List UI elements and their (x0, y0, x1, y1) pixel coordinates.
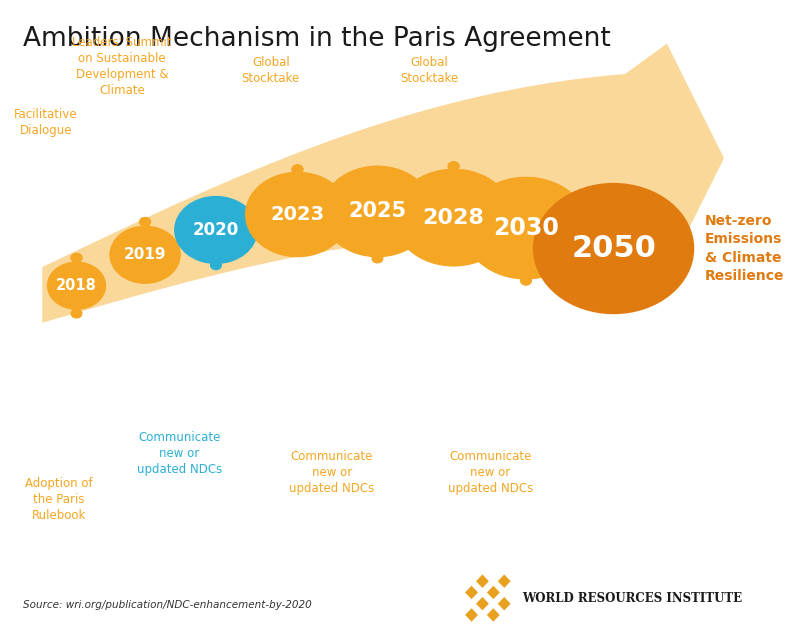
Text: 2023: 2023 (270, 205, 325, 224)
Circle shape (71, 309, 82, 318)
Text: 2050: 2050 (571, 234, 656, 263)
Circle shape (140, 218, 150, 226)
Text: Leaders' Summit
on Sustainable
Development &
Climate: Leaders' Summit on Sustainable Developme… (73, 36, 172, 97)
Text: Communicate
new or
updated NDCs: Communicate new or updated NDCs (289, 450, 374, 495)
Polygon shape (465, 608, 478, 622)
Circle shape (47, 262, 106, 309)
Circle shape (292, 165, 302, 174)
Polygon shape (42, 44, 724, 323)
Text: 2019: 2019 (124, 247, 166, 262)
Text: Net-zero
Emissions
& Climate
Resilience: Net-zero Emissions & Climate Resilience (705, 214, 785, 283)
Circle shape (448, 162, 459, 171)
Circle shape (372, 254, 382, 263)
Circle shape (322, 166, 433, 256)
Text: Adoption of
the Paris
Rulebook: Adoption of the Paris Rulebook (26, 477, 93, 522)
Circle shape (246, 172, 350, 256)
Text: Global
Stocktake: Global Stocktake (400, 56, 458, 85)
Circle shape (210, 261, 222, 270)
Text: Communicate
new or
updated NDCs: Communicate new or updated NDCs (447, 450, 533, 495)
Circle shape (534, 184, 694, 314)
Circle shape (448, 162, 459, 171)
Text: 2030: 2030 (493, 216, 559, 240)
Text: 2025: 2025 (348, 201, 406, 221)
Circle shape (521, 277, 531, 285)
Text: Communicate
new or
updated NDCs: Communicate new or updated NDCs (137, 431, 222, 476)
Text: Ambition Mechanism in the Paris Agreement: Ambition Mechanism in the Paris Agreemen… (23, 26, 611, 52)
Circle shape (394, 169, 513, 266)
Circle shape (140, 218, 150, 226)
Text: Source: wri.org/publication/NDC-enhancement-by-2020: Source: wri.org/publication/NDC-enhancem… (23, 601, 312, 611)
Text: 2020: 2020 (193, 221, 239, 239)
Polygon shape (498, 574, 511, 588)
Text: 2028: 2028 (422, 208, 485, 228)
Circle shape (292, 165, 302, 174)
Polygon shape (498, 596, 511, 611)
Circle shape (463, 177, 589, 279)
Circle shape (110, 226, 180, 283)
Text: Global
Stocktake: Global Stocktake (242, 56, 300, 85)
Circle shape (71, 253, 82, 262)
Text: WORLD RESOURCES INSTITUTE: WORLD RESOURCES INSTITUTE (522, 592, 742, 604)
Polygon shape (486, 585, 500, 599)
Polygon shape (475, 574, 490, 588)
Text: 2018: 2018 (56, 278, 97, 293)
Circle shape (71, 253, 82, 262)
Polygon shape (486, 608, 500, 622)
Polygon shape (475, 596, 490, 611)
Text: Facilitative
Dialogue: Facilitative Dialogue (14, 108, 78, 137)
Circle shape (175, 197, 257, 263)
Polygon shape (465, 585, 478, 599)
